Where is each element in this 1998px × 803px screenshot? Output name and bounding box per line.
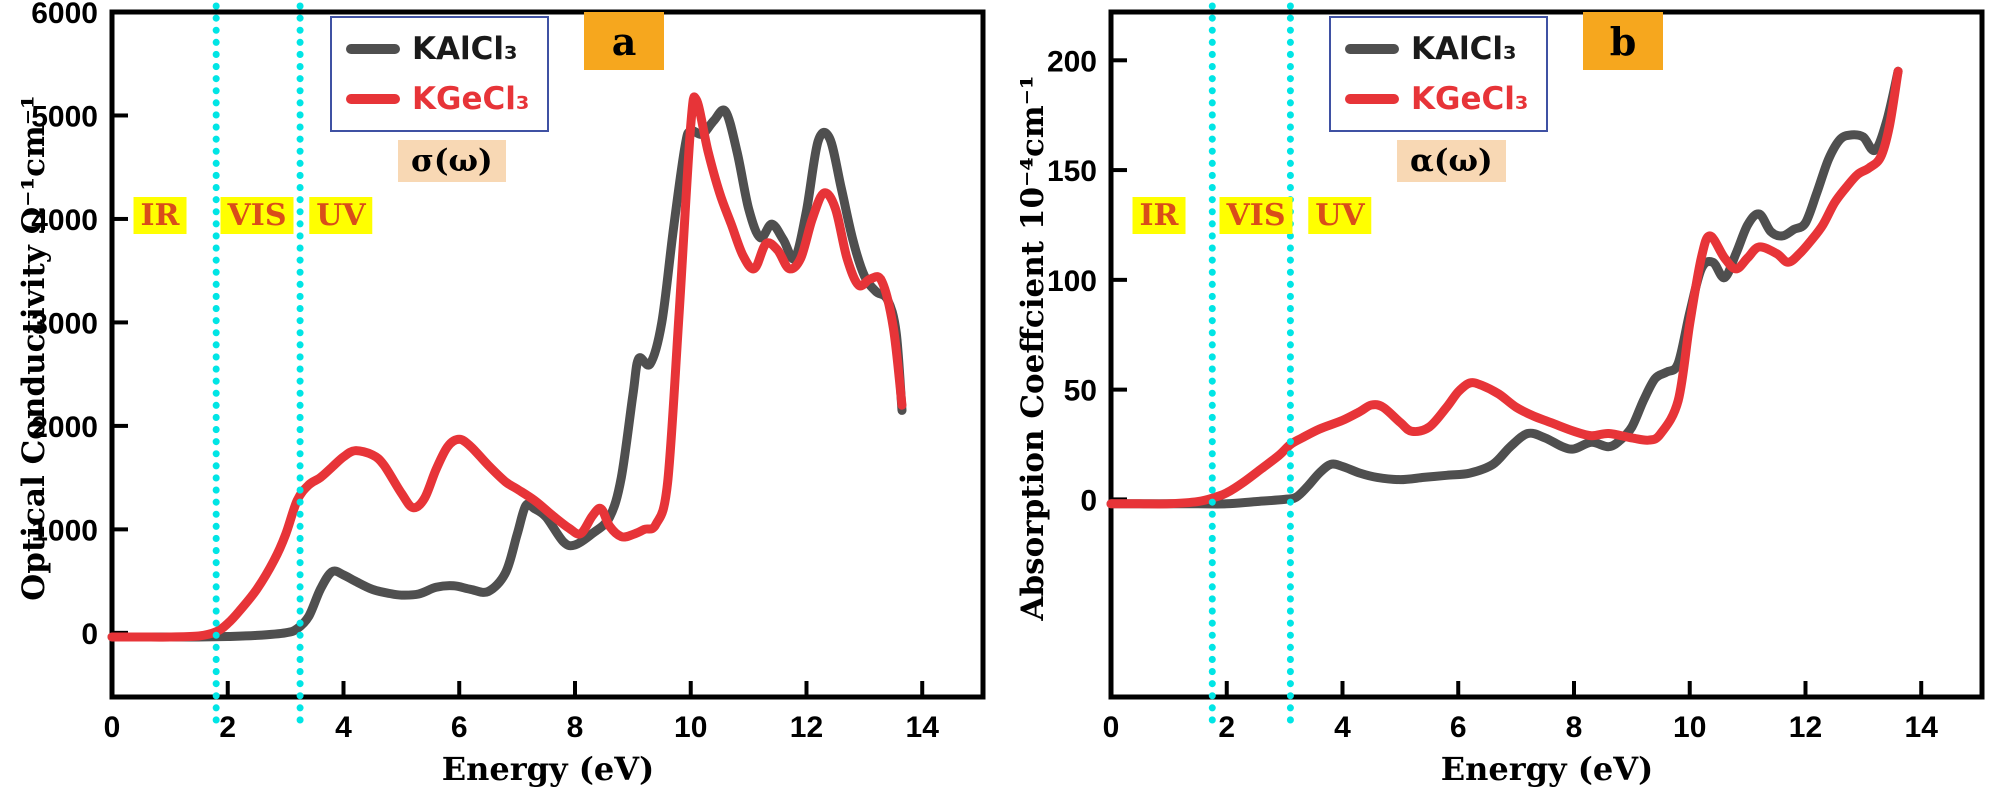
x-tick-label: 6 (1450, 711, 1467, 744)
panel-letter-a: a (584, 12, 664, 70)
x-tick-label: 0 (1103, 711, 1120, 744)
x-tick-label: 4 (335, 711, 352, 744)
legend-swatch-kalcl3 (1345, 44, 1399, 54)
legend-item-kgecl3: KGeCl₃ (1345, 76, 1528, 122)
x-tick-label: 2 (1218, 711, 1235, 744)
plot-frame (109, 9, 986, 700)
region-label-vis: VIS (1219, 197, 1293, 234)
legend-b: KAlCl₃ KGeCl₃ (1329, 16, 1549, 132)
region-label-ir: IR (1132, 197, 1186, 234)
series-curve-kgecl3 (1106, 66, 1903, 509)
x-tick-label: 12 (790, 711, 823, 744)
y-tick-label: 3000 (31, 307, 98, 340)
x-tick-label: 10 (1673, 711, 1706, 744)
legend-label-kalcl3: KAlCl₃ (412, 30, 518, 67)
y-tick-label: 200 (1047, 45, 1097, 78)
y-tick-label: 1000 (31, 514, 98, 547)
legend-item-kalcl3: KAlCl₃ (1345, 26, 1528, 72)
region-label-vis: VIS (220, 197, 294, 234)
x-tick-label: 8 (1566, 711, 1583, 744)
x-tick-label: 2 (219, 711, 236, 744)
panel-letter-b: b (1583, 12, 1663, 70)
x-tick-label: 8 (567, 711, 584, 744)
legend-label-kgecl3: KGeCl₃ (412, 80, 530, 117)
x-axis-label-b: Energy (eV) (1440, 750, 1654, 788)
legend-item-kgecl3: KGeCl₃ (346, 76, 529, 122)
region-label-uv: UV (1308, 197, 1372, 234)
y-tick-label: 6000 (31, 0, 98, 30)
series-curve-kgecl3 (107, 92, 907, 642)
y-tick-label: 5000 (31, 100, 98, 133)
y-tick-label: 100 (1047, 265, 1097, 298)
y-tick-label: 0 (81, 618, 98, 651)
x-tick-label: 14 (906, 711, 940, 744)
legend-label-kgecl3: KGeCl₃ (1411, 80, 1529, 117)
y-tick-label: 0 (1080, 484, 1097, 517)
y-axis-label-b: Absorption Coeffcient 10⁻⁴cm⁻¹ (1015, 75, 1051, 621)
x-tick-label: 10 (674, 711, 707, 744)
chart-canvas-b: 0 2 4 6 8 10 12 14 0 50 100 150 200 (1047, 2, 1985, 744)
region-label-uv: UV (309, 197, 373, 234)
region-label-ir: IR (133, 197, 187, 234)
y-axis-label-a: Optical Conductivity Ω⁻¹cm⁻¹ (16, 95, 52, 601)
y-tick-label: 2000 (31, 411, 98, 444)
x-axis-label-a: Energy (eV) (441, 750, 655, 788)
panel-b: 0 2 4 6 8 10 12 14 0 50 100 150 200 Absorption Coeff… (999, 0, 1998, 803)
legend-item-kalcl3: KAlCl₃ (346, 26, 529, 72)
legend-swatch-kalcl3 (346, 44, 400, 54)
x-tick-label: 0 (104, 711, 121, 744)
x-tick-label: 4 (1334, 711, 1351, 744)
series-curve-kalcl3 (1106, 66, 1903, 509)
x-tick-label: 6 (451, 711, 468, 744)
legend-swatch-kgecl3 (1345, 94, 1399, 104)
x-tick-label: 14 (1905, 711, 1939, 744)
panel-a: 0 2 4 6 8 10 12 14 0 1000 2000 3000 4000 5000 6000 Opt… (16, 0, 986, 788)
alpha-omega-badge: α(ω) (1397, 140, 1506, 182)
series-curve-kalcl3 (107, 105, 907, 642)
sigma-omega-badge: σ(ω) (398, 140, 506, 182)
legend-swatch-kgecl3 (346, 94, 400, 104)
y-tick-label: 50 (1064, 375, 1097, 408)
legend-label-kalcl3: KAlCl₃ (1411, 30, 1517, 67)
x-tick-label: 12 (1789, 711, 1822, 744)
plot-frame (1108, 9, 1985, 700)
y-tick-label: 150 (1047, 155, 1097, 188)
chart-canvas-a: 0 2 4 6 8 10 12 14 0 1000 2000 3000 4000 5000 6000 (31, 0, 986, 744)
y-tick-label: 4000 (31, 204, 98, 237)
legend-a: KAlCl₃ KGeCl₃ (330, 16, 550, 132)
